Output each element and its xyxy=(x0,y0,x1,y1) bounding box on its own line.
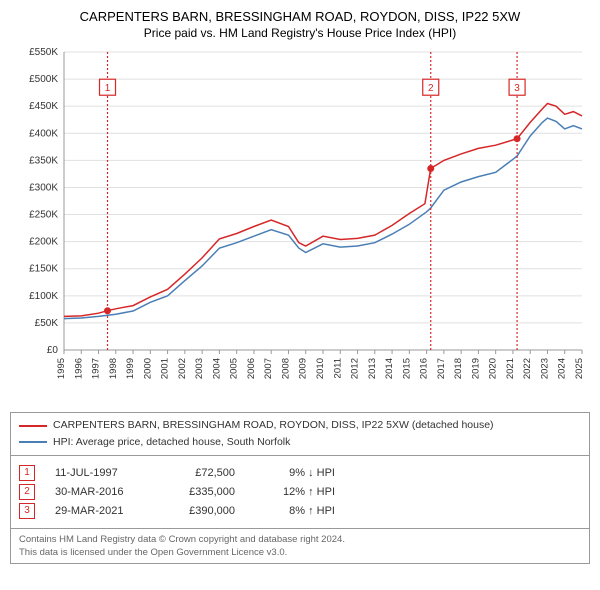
marker-label: 2 xyxy=(428,83,434,94)
marker-hpi: 8% ↑ HPI xyxy=(255,505,335,517)
marker-date: 11-JUL-1997 xyxy=(55,467,145,479)
y-tick-label: £550K xyxy=(29,47,58,58)
marker-price: £72,500 xyxy=(165,467,235,479)
marker-date: 30-MAR-2016 xyxy=(55,486,145,498)
y-tick-label: £500K xyxy=(29,74,58,85)
y-tick-label: £400K xyxy=(29,128,58,139)
marker-id-box: 1 xyxy=(19,465,35,481)
chart-container: CARPENTERS BARN, BRESSINGHAM ROAD, ROYDO… xyxy=(0,0,600,590)
y-tick-label: £150K xyxy=(29,264,58,275)
x-tick-label: 2017 xyxy=(436,358,447,379)
marker-label: 1 xyxy=(105,83,111,94)
x-tick-label: 2020 xyxy=(488,358,499,379)
y-tick-label: £0 xyxy=(47,345,59,356)
x-tick-label: 2024 xyxy=(557,358,568,379)
marker-dot xyxy=(104,307,111,314)
legend-item: CARPENTERS BARN, BRESSINGHAM ROAD, ROYDO… xyxy=(19,417,581,434)
series-price_paid xyxy=(64,104,582,317)
x-tick-label: 2009 xyxy=(298,358,309,379)
chart-title: CARPENTERS BARN, BRESSINGHAM ROAD, ROYDO… xyxy=(10,8,590,26)
marker-table: 1 11-JUL-1997 £72,500 9% ↓ HPI 2 30-MAR-2016 £… xyxy=(10,456,590,529)
marker-price: £335,000 xyxy=(165,486,235,498)
legend-label: HPI: Average price, detached house, Sout… xyxy=(53,434,290,451)
footnote-line2: This data is licensed under the Open Gov… xyxy=(19,546,581,559)
marker-date: 29-MAR-2021 xyxy=(55,505,145,517)
x-tick-label: 2003 xyxy=(194,358,205,379)
series-hpi xyxy=(64,118,582,319)
footnote-line1: Contains HM Land Registry data © Crown c… xyxy=(19,533,581,546)
x-tick-label: 2010 xyxy=(315,358,326,379)
x-tick-label: 2021 xyxy=(505,358,516,379)
x-tick-label: 2006 xyxy=(246,358,257,379)
x-tick-label: 2011 xyxy=(332,358,343,378)
x-tick-label: 2004 xyxy=(211,358,222,379)
x-tick-label: 2002 xyxy=(177,358,188,379)
marker-table-row: 2 30-MAR-2016 £335,000 12% ↑ HPI xyxy=(19,484,581,500)
x-tick-label: 2015 xyxy=(401,358,412,379)
chart-svg: £0 £50K £100K £150K £200K £250K £300K £350K £400… xyxy=(10,46,590,406)
x-tick-label: 1998 xyxy=(108,358,119,379)
marker-table-row: 3 29-MAR-2021 £390,000 8% ↑ HPI xyxy=(19,503,581,519)
marker-price: £390,000 xyxy=(165,505,235,517)
x-tick-label: 2008 xyxy=(280,358,291,379)
y-tick-label: £50K xyxy=(35,318,59,329)
legend-swatch xyxy=(19,441,47,443)
y-tick-label: £350K xyxy=(29,156,58,167)
y-tick-label: £300K xyxy=(29,183,58,194)
y-tick-label: £100K xyxy=(29,291,58,302)
chart-subtitle: Price paid vs. HM Land Registry's House … xyxy=(10,26,590,40)
x-tick-label: 1999 xyxy=(125,358,136,379)
x-tick-label: 2022 xyxy=(522,358,533,379)
x-tick-label: 2023 xyxy=(539,358,550,379)
x-tick-label: 1995 xyxy=(56,358,67,379)
footnote: Contains HM Land Registry data © Crown c… xyxy=(10,529,590,565)
marker-id-box: 2 xyxy=(19,484,35,500)
marker-hpi: 12% ↑ HPI xyxy=(255,486,335,498)
y-tick-label: £450K xyxy=(29,101,58,112)
y-tick-label: £200K xyxy=(29,237,58,248)
x-tick-label: 2005 xyxy=(229,358,240,379)
marker-hpi: 9% ↓ HPI xyxy=(255,467,335,479)
legend-label: CARPENTERS BARN, BRESSINGHAM ROAD, ROYDO… xyxy=(53,417,494,434)
chart-plot-area: £0 £50K £100K £150K £200K £250K £300K £350K £400… xyxy=(10,46,590,406)
x-tick-label: 2001 xyxy=(160,358,171,379)
x-tick-label: 1997 xyxy=(91,358,102,379)
marker-table-row: 1 11-JUL-1997 £72,500 9% ↓ HPI xyxy=(19,465,581,481)
x-tick-label: 2019 xyxy=(470,358,481,379)
x-tick-label: 2025 xyxy=(574,358,585,379)
x-tick-label: 1996 xyxy=(73,358,84,379)
x-tick-label: 2016 xyxy=(419,358,430,379)
marker-dot xyxy=(514,135,521,142)
marker-label: 3 xyxy=(514,83,520,94)
marker-id-box: 3 xyxy=(19,503,35,519)
marker-dot xyxy=(427,165,434,172)
x-tick-label: 2007 xyxy=(263,358,274,379)
legend-swatch xyxy=(19,425,47,427)
x-tick-label: 2012 xyxy=(350,358,361,379)
legend: CARPENTERS BARN, BRESSINGHAM ROAD, ROYDO… xyxy=(10,412,590,456)
x-tick-label: 2000 xyxy=(142,358,153,379)
x-tick-label: 2013 xyxy=(367,358,378,379)
y-tick-label: £250K xyxy=(29,210,58,221)
x-tick-label: 2018 xyxy=(453,358,464,379)
legend-item: HPI: Average price, detached house, Sout… xyxy=(19,434,581,451)
x-tick-label: 2014 xyxy=(384,358,395,379)
